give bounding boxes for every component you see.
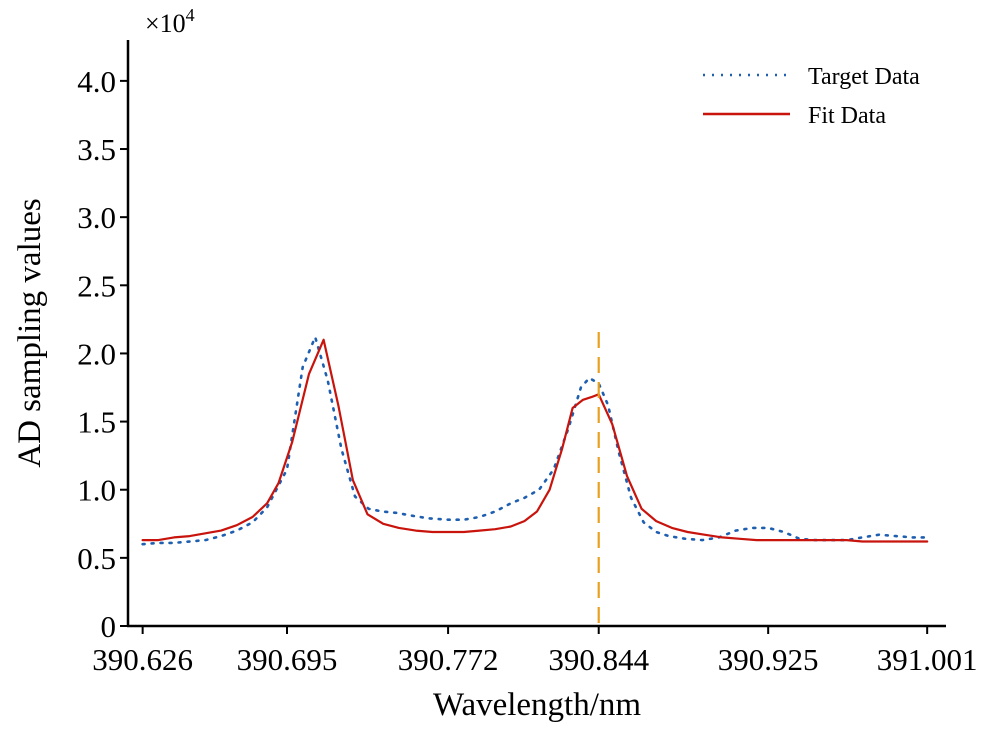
y-tick-label: 1.5 (77, 405, 116, 440)
y-tick-label: 2.5 (77, 268, 116, 303)
y-tick-label: 1.0 (77, 473, 116, 508)
plot-lines (141, 335, 929, 546)
legend-entry-target: Target Data (703, 64, 920, 90)
x-tick-label: 390.925 (718, 642, 819, 677)
x-tick-label: 390.695 (237, 642, 338, 677)
y-axis-label: AD sampling values (12, 198, 48, 467)
x-ticks: 390.626 390.695 390.772 390.844 390.925 391.0… (92, 626, 978, 677)
legend-label-fit: Fit Data (808, 103, 886, 129)
x-tick-label: 391.001 (877, 642, 978, 677)
y-ticks: 0 0.5 1.0 1.5 2.0 2.5 3.0 3.5 4.0 (77, 64, 128, 644)
y-tick-label: 0 (101, 609, 117, 644)
axes (126, 40, 946, 628)
y-tick-label: 3.0 (77, 200, 116, 235)
y-multiplier: ×104 (145, 5, 195, 38)
series-line-fit-data (141, 338, 929, 543)
y-tick-label: 4.0 (77, 64, 116, 99)
y-tick-label: 2.0 (77, 336, 116, 371)
legend-label-target: Target Data (808, 64, 920, 90)
legend: Target Data Fit Data (703, 64, 920, 129)
series-line-target-data (141, 335, 929, 546)
y-tick-label: 0.5 (77, 541, 116, 576)
x-tick-label: 390.626 (92, 642, 193, 677)
legend-entry-fit: Fit Data (703, 103, 886, 129)
y-tick-label: 3.5 (77, 132, 116, 167)
x-axis-label: Wavelength/nm (433, 687, 641, 723)
x-tick-label: 390.844 (548, 642, 649, 677)
x-tick-label: 390.772 (398, 642, 499, 677)
